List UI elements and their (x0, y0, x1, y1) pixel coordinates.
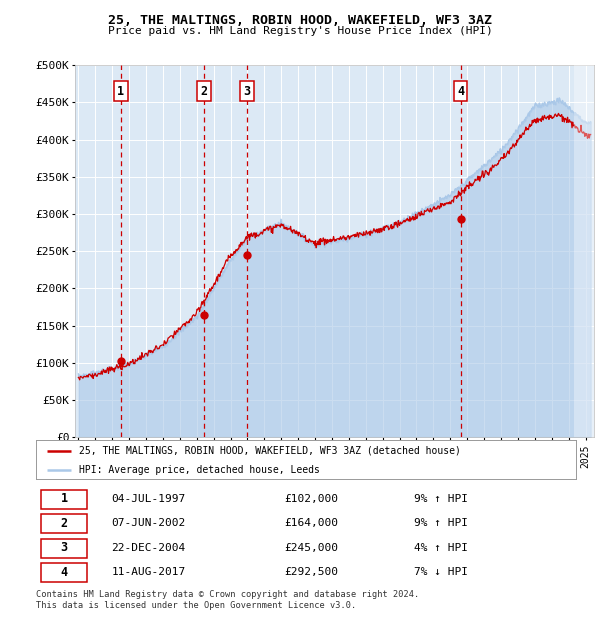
Text: 25, THE MALTINGS, ROBIN HOOD, WAKEFIELD, WF3 3AZ: 25, THE MALTINGS, ROBIN HOOD, WAKEFIELD,… (108, 14, 492, 27)
Text: £245,000: £245,000 (284, 542, 338, 552)
Text: 3: 3 (244, 85, 251, 97)
Text: 1: 1 (61, 492, 68, 505)
Text: 04-JUL-1997: 04-JUL-1997 (112, 494, 186, 503)
Text: 1: 1 (117, 85, 124, 97)
Text: £102,000: £102,000 (284, 494, 338, 503)
Text: £292,500: £292,500 (284, 567, 338, 577)
FancyBboxPatch shape (41, 539, 88, 558)
Text: £164,000: £164,000 (284, 518, 338, 528)
Text: 25, THE MALTINGS, ROBIN HOOD, WAKEFIELD, WF3 3AZ (detached house): 25, THE MALTINGS, ROBIN HOOD, WAKEFIELD,… (79, 446, 461, 456)
FancyBboxPatch shape (41, 514, 88, 533)
Text: 2: 2 (200, 85, 208, 97)
Text: 9% ↑ HPI: 9% ↑ HPI (414, 494, 468, 503)
Text: 7% ↓ HPI: 7% ↓ HPI (414, 567, 468, 577)
Text: Contains HM Land Registry data © Crown copyright and database right 2024.
This d: Contains HM Land Registry data © Crown c… (36, 590, 419, 609)
Bar (574, 65, 599, 437)
Text: 4: 4 (457, 85, 464, 97)
Bar (574, 65, 599, 437)
Text: 4% ↑ HPI: 4% ↑ HPI (414, 542, 468, 552)
Text: Price paid vs. HM Land Registry's House Price Index (HPI): Price paid vs. HM Land Registry's House … (107, 26, 493, 36)
Text: HPI: Average price, detached house, Leeds: HPI: Average price, detached house, Leed… (79, 465, 320, 475)
Text: 9% ↑ HPI: 9% ↑ HPI (414, 518, 468, 528)
Text: 2: 2 (61, 516, 68, 529)
Text: 11-AUG-2017: 11-AUG-2017 (112, 567, 186, 577)
Text: 07-JUN-2002: 07-JUN-2002 (112, 518, 186, 528)
Text: 22-DEC-2004: 22-DEC-2004 (112, 542, 186, 552)
Text: 3: 3 (61, 541, 68, 554)
FancyBboxPatch shape (41, 563, 88, 582)
FancyBboxPatch shape (41, 490, 88, 509)
Text: 4: 4 (61, 565, 68, 578)
